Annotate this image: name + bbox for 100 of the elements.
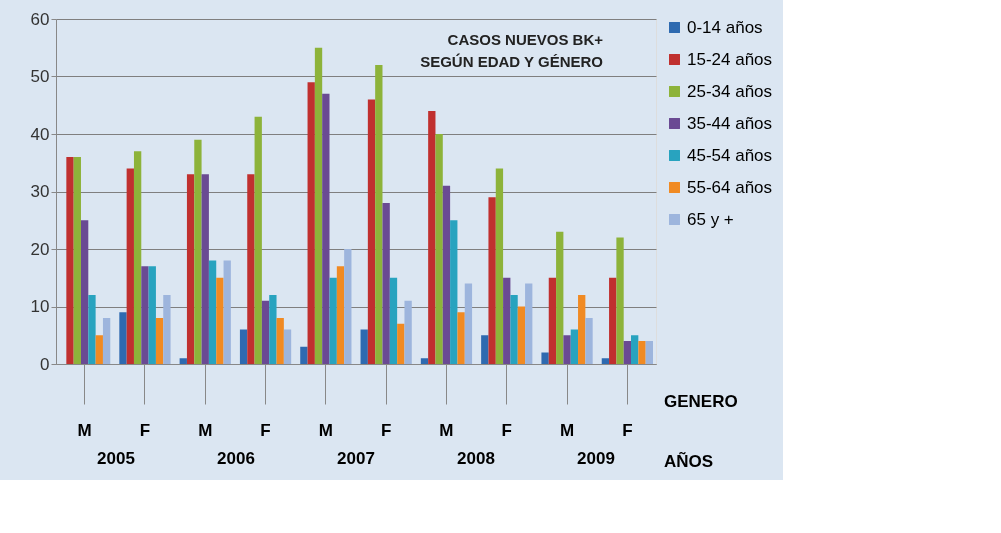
bar — [450, 220, 458, 364]
x-tick-label: M — [318, 420, 333, 440]
text: 2006 — [217, 449, 255, 468]
bar — [435, 134, 443, 364]
legend-label: 0-14 años — [687, 17, 763, 37]
y-tick-label: 10 — [30, 297, 50, 316]
bar — [329, 277, 337, 364]
bar — [216, 277, 224, 364]
bar — [488, 197, 496, 364]
bar — [548, 277, 557, 364]
bar — [194, 139, 202, 364]
bar — [300, 346, 308, 364]
text: GENERO — [664, 392, 738, 411]
bar — [239, 329, 248, 364]
legend-label: 25-34 años — [687, 81, 773, 101]
y-tick-label: 20 — [30, 239, 50, 259]
text: CASOS NUEVOS BK+ SEGÚN EDAD Y GÉNERO — [420, 31, 604, 70]
bar — [148, 266, 156, 364]
bar — [208, 260, 217, 364]
bar — [541, 352, 549, 364]
bar — [254, 116, 262, 364]
legend-label: 65 y + — [687, 209, 734, 229]
y-tick-label: 60 — [30, 9, 50, 29]
legend-label: 45-54 años — [687, 145, 773, 165]
bar — [141, 266, 149, 364]
bar — [645, 341, 653, 364]
bar — [322, 93, 330, 364]
x-tick-label: F — [622, 420, 633, 440]
bar — [631, 335, 639, 364]
bar — [201, 174, 209, 364]
bar — [495, 168, 504, 364]
bar — [336, 266, 345, 364]
legend-label: 55-64 años — [687, 177, 773, 197]
bar — [133, 151, 142, 364]
legend-label: 35-44 años — [687, 113, 773, 133]
bar — [269, 295, 277, 364]
bar — [638, 341, 646, 364]
bar — [344, 249, 352, 364]
y-tick-label: 0 — [40, 354, 50, 374]
bar — [360, 329, 368, 364]
bar — [442, 185, 451, 364]
bar — [261, 300, 270, 364]
bar — [578, 295, 586, 364]
bar — [570, 329, 579, 364]
bar — [179, 358, 187, 364]
x-tick-label: F — [380, 420, 392, 440]
legend-label: 15-24 años — [687, 49, 773, 69]
bar — [102, 318, 111, 364]
bar — [563, 335, 571, 364]
bar — [314, 47, 323, 364]
bar — [457, 312, 465, 364]
bar — [307, 82, 315, 364]
bar — [367, 99, 376, 364]
text: 2007 — [337, 449, 375, 468]
x-tick-label: M — [559, 420, 575, 440]
bar — [404, 300, 412, 364]
bar — [88, 295, 96, 364]
y-tick-label: 40 — [30, 124, 50, 144]
bar — [155, 318, 164, 364]
bar — [80, 220, 89, 364]
text: 2005 — [97, 449, 135, 468]
bar — [420, 358, 429, 364]
bar — [481, 335, 489, 364]
x-tick-label: M — [198, 420, 213, 440]
bar — [223, 260, 231, 364]
bar — [389, 277, 398, 364]
bar — [556, 231, 564, 364]
bar — [283, 329, 292, 364]
bar — [609, 277, 617, 364]
bar — [503, 277, 511, 364]
bar — [616, 237, 624, 364]
bar — [276, 318, 284, 364]
x-tick-label: M — [77, 420, 92, 440]
bar — [397, 323, 405, 364]
bar — [464, 283, 473, 364]
text: AÑOS — [664, 451, 714, 471]
bar — [428, 111, 436, 364]
bar — [382, 203, 390, 364]
bar — [510, 295, 518, 364]
x-tick-label: M — [439, 420, 454, 440]
x-tick-label: F — [260, 420, 271, 440]
text: 2008 — [457, 449, 495, 468]
bar — [95, 335, 103, 364]
bar — [186, 174, 195, 364]
bar — [119, 312, 127, 364]
bar — [73, 157, 81, 364]
bar — [601, 358, 610, 364]
bar — [163, 295, 171, 364]
x-tick-label: F — [139, 420, 151, 440]
bar — [585, 318, 593, 364]
bar — [126, 168, 134, 364]
bar — [247, 174, 255, 364]
text: 2009 — [577, 449, 615, 468]
y-tick-label: 50 — [30, 67, 50, 86]
bar — [66, 157, 74, 364]
bar — [517, 306, 526, 364]
x-tick-label: F — [501, 420, 512, 440]
bar — [375, 65, 383, 364]
y-tick-label: 30 — [30, 182, 50, 201]
bar — [623, 341, 632, 364]
